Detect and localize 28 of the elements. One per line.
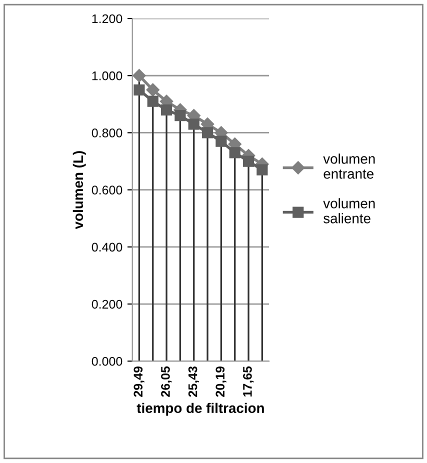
point — [229, 147, 240, 158]
point — [160, 104, 172, 116]
x-tick-label: 29,49 — [134, 366, 144, 397]
y-tick-label: 1.000 — [92, 71, 122, 80]
y-tick-label: 0.200 — [92, 300, 122, 309]
x-axis-title: tiempo de filtracion — [136, 402, 264, 416]
y-tick-label: 0.400 — [92, 242, 122, 252]
legend-label: volumen entrante — [323, 154, 375, 179]
point — [202, 127, 214, 138]
y-tick-label: 0.600 — [92, 186, 122, 194]
y-tick-label: 0.800 — [92, 128, 122, 138]
point — [174, 110, 186, 122]
point — [134, 84, 145, 96]
x-tick-label: 25,43 — [188, 366, 200, 397]
y-axis-title: volumen (L) — [72, 151, 86, 230]
x-tick-label: 20,19 — [216, 366, 226, 397]
point — [256, 164, 268, 176]
legend-label: volumen saliente — [323, 198, 375, 224]
point — [146, 83, 160, 96]
point — [188, 118, 200, 130]
y-tick-label: 0.000 — [92, 356, 122, 366]
y-tick-label: 1.200 — [92, 14, 122, 24]
x-tick-label: 17,65 — [243, 366, 254, 396]
point — [147, 96, 158, 107]
point — [132, 69, 146, 82]
point — [216, 136, 227, 147]
x-tick-label: 26,05 — [161, 366, 172, 397]
point — [242, 156, 254, 167]
